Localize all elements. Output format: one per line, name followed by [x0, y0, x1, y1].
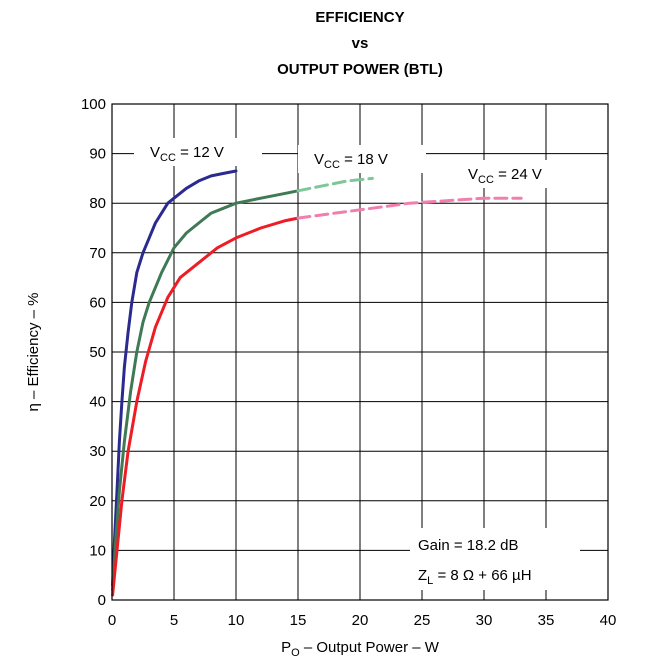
series-line-2 — [111, 216, 300, 597]
x-tick-label: 15 — [290, 612, 307, 629]
series-line-0 — [111, 169, 238, 587]
x-tick-label: 40 — [600, 612, 617, 629]
series-label-bg-1 — [298, 145, 426, 173]
y-tick-label: 40 — [89, 394, 106, 411]
tick-labels: 0 10 20 30 40 50 60 70 80 90 100 0 5 10 15 20 25 30 35 40 — [81, 96, 616, 629]
x-tick-label: 35 — [538, 612, 555, 629]
x-tick-label: 30 — [476, 612, 493, 629]
y-tick-label: 30 — [89, 443, 106, 460]
x-tick-label: 10 — [228, 612, 245, 629]
y-tick-label: 90 — [89, 146, 106, 163]
gain-note: Gain = 18.2 dB — [418, 537, 519, 554]
x-tick-label: 5 — [170, 612, 178, 629]
y-tick-label: 10 — [89, 542, 106, 559]
x-tick-label: 0 — [108, 612, 116, 629]
series-dashed-1 — [296, 176, 374, 193]
chart-title-line-3: OUTPUT POWER (BTL) — [277, 61, 443, 78]
y-tick-label: 60 — [89, 294, 106, 311]
y-tick-label: 70 — [89, 245, 106, 262]
y-tick-label: 100 — [81, 96, 106, 113]
note-background — [410, 528, 580, 590]
y-tick-label: 20 — [89, 493, 106, 510]
series-group — [111, 169, 523, 597]
chart-title-line-2: vs — [352, 35, 369, 52]
load-impedance-note: ZL = 8 Ω + 66 µH — [418, 567, 532, 587]
x-axis-label: PO – Output Power – W — [281, 639, 440, 659]
plot-frame — [111, 103, 609, 601]
series-label-bg-2 — [452, 160, 580, 188]
x-tick-label: 25 — [414, 612, 431, 629]
y-tick-label: 50 — [89, 344, 106, 361]
series-label-bg-0 — [134, 138, 262, 166]
y-tick-label: 80 — [89, 195, 106, 212]
y-tick-label: 0 — [98, 592, 106, 609]
chart-title-line-1: EFFICIENCY — [315, 9, 404, 26]
series-label-0: VCC = 12 V — [150, 144, 224, 164]
x-tick-label: 20 — [352, 612, 369, 629]
grid — [112, 104, 608, 600]
series-labels: VCC = 12 V VCC = 18 V VCC = 24 V — [134, 138, 580, 188]
y-axis-label: η – Efficiency – % — [25, 293, 42, 412]
series-label-2: VCC = 24 V — [468, 166, 542, 186]
series-line-1 — [111, 189, 300, 592]
series-label-1: VCC = 18 V — [314, 151, 388, 171]
series-dashed-2 — [296, 196, 523, 220]
